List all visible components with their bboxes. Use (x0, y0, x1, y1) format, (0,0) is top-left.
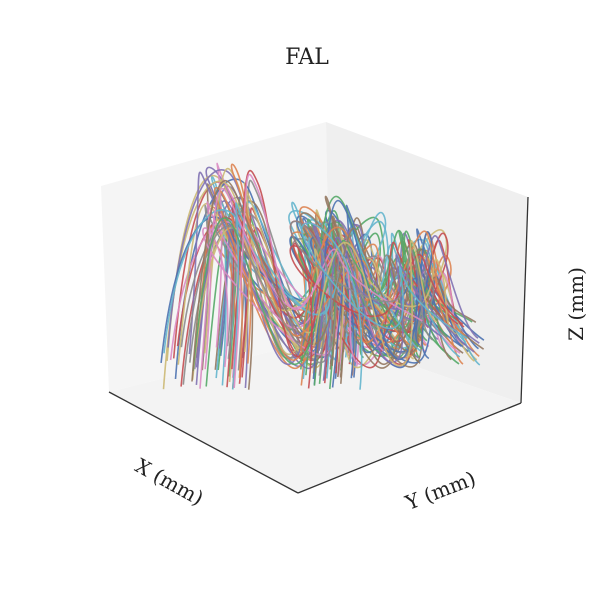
trajectory-line (292, 242, 464, 389)
trajectory-line (289, 220, 434, 348)
trajectory-line (322, 236, 475, 381)
trajectory-line (299, 226, 453, 352)
z-axis-label: Z (mm) (564, 267, 588, 341)
x-axis-line (108, 391, 299, 494)
trajectory-line (312, 199, 433, 380)
y-axis-label: Y (mm) (401, 466, 479, 515)
y-axis-line (297, 402, 522, 494)
trajectory-line (204, 167, 417, 355)
trajectory-line (192, 217, 423, 372)
z-axis-line (520, 196, 529, 404)
trajectory-line (199, 187, 359, 389)
trajectory-line (231, 202, 421, 390)
pane-floor (109, 337, 521, 493)
x-axis-label: X (mm) (131, 453, 207, 510)
trajectory-line (313, 240, 438, 367)
trajectory-line (230, 163, 371, 364)
trajectory-line (233, 173, 423, 388)
trajectory-series-group (160, 162, 485, 390)
trajectory-line (332, 215, 419, 378)
trajectory-line (301, 222, 468, 390)
trajectory-line (191, 226, 393, 380)
trajectory-line (191, 179, 421, 382)
chart-title: FAL (285, 45, 329, 70)
trajectory-line (337, 229, 457, 363)
trajectory-line (307, 219, 481, 366)
trajectory-line (329, 222, 448, 390)
